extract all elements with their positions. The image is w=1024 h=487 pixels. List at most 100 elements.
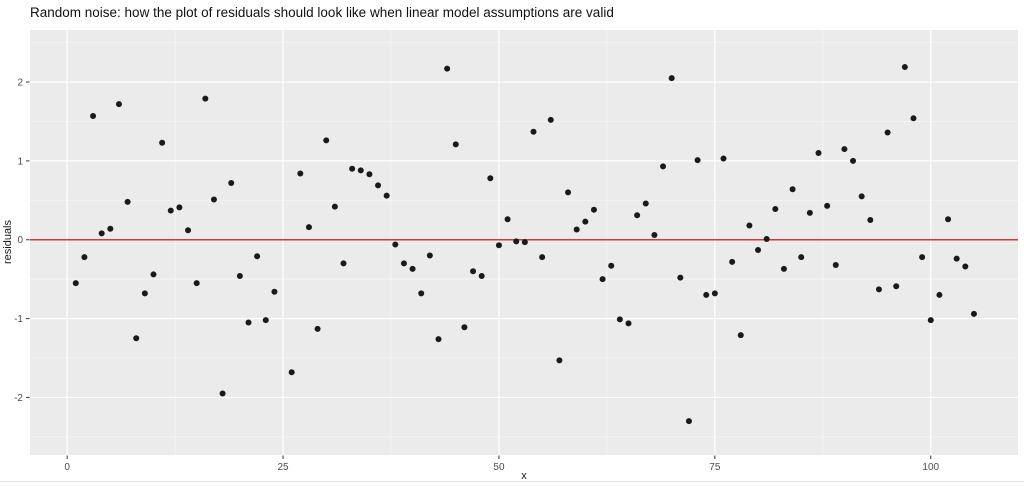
data-point [228, 179, 235, 186]
data-point [305, 224, 312, 231]
data-point [219, 390, 226, 397]
chart-title: Random noise: how the plot of residuals … [30, 5, 614, 20]
data-point [565, 189, 572, 196]
data-point [703, 291, 710, 298]
data-point [625, 320, 632, 327]
data-point [150, 271, 157, 278]
data-point [901, 64, 908, 71]
data-point [426, 252, 433, 259]
data-point [513, 238, 520, 245]
data-point [737, 332, 744, 339]
data-point [383, 192, 390, 199]
data-point [288, 369, 295, 376]
data-point [495, 242, 502, 249]
data-point [824, 202, 831, 209]
data-point [608, 262, 615, 269]
data-point [720, 155, 727, 162]
y-axis-title: residuals [2, 219, 14, 265]
data-point [711, 290, 718, 297]
data-point [616, 316, 623, 323]
data-point [202, 95, 209, 102]
data-point [936, 291, 943, 298]
data-point [530, 128, 537, 135]
data-point [694, 157, 701, 164]
data-point [556, 357, 563, 364]
data-point [789, 186, 796, 193]
y-tick-label: 0 [17, 235, 23, 246]
data-point [133, 335, 140, 342]
data-point [858, 193, 865, 200]
data-point [772, 205, 779, 212]
y-tick-label: -1 [14, 314, 23, 325]
data-point [867, 217, 874, 224]
data-point [210, 196, 217, 203]
data-point [573, 226, 580, 233]
data-point [970, 310, 977, 317]
data-point [815, 150, 822, 157]
x-tick-label: 0 [64, 462, 70, 473]
data-point [409, 265, 416, 272]
data-point [910, 115, 917, 122]
data-point [81, 254, 88, 261]
data-point [262, 317, 269, 324]
data-point [798, 254, 805, 261]
data-point [945, 216, 952, 223]
data-point [90, 112, 97, 119]
data-point [452, 141, 459, 148]
y-tick-label: 2 [17, 78, 23, 89]
data-point [375, 182, 382, 189]
data-point [504, 216, 511, 223]
data-point [392, 241, 399, 248]
data-point [461, 324, 468, 331]
data-point [651, 232, 658, 239]
data-point [435, 336, 442, 343]
page-divider [0, 481, 1024, 482]
y-tick-label: -2 [14, 393, 23, 404]
data-point [642, 200, 649, 207]
data-point [832, 261, 839, 268]
data-point [590, 206, 597, 213]
data-point [470, 268, 477, 275]
data-point [107, 225, 114, 232]
data-point [314, 325, 321, 332]
data-point [780, 265, 787, 272]
data-point [357, 167, 364, 174]
data-point [487, 175, 494, 182]
data-point [271, 288, 278, 295]
data-point [349, 165, 356, 172]
data-point [660, 163, 667, 170]
data-point [927, 317, 934, 324]
data-point [478, 273, 485, 280]
data-point [444, 65, 451, 72]
data-point [245, 319, 252, 326]
data-point [755, 246, 762, 253]
x-axis-title: x [521, 470, 527, 482]
data-point [806, 209, 813, 216]
data-point [193, 280, 200, 287]
data-point [366, 171, 373, 178]
data-point [167, 207, 174, 214]
data-point [185, 227, 192, 234]
data-point [340, 260, 347, 267]
x-tick-label: 25 [277, 462, 289, 473]
data-point [841, 146, 848, 153]
data-point [539, 254, 546, 261]
data-point [141, 290, 148, 297]
data-point [884, 129, 891, 136]
x-tick-label: 50 [493, 462, 505, 473]
y-tick-label: 1 [17, 156, 23, 167]
data-point [331, 203, 338, 210]
data-point [599, 276, 606, 283]
data-point [236, 273, 243, 280]
data-point [521, 239, 528, 246]
data-point [893, 283, 900, 290]
data-point [850, 157, 857, 164]
data-point [919, 254, 926, 261]
data-point [875, 286, 882, 293]
data-point [176, 204, 183, 211]
data-point [400, 260, 407, 267]
data-point [953, 255, 960, 262]
data-point [124, 198, 131, 205]
